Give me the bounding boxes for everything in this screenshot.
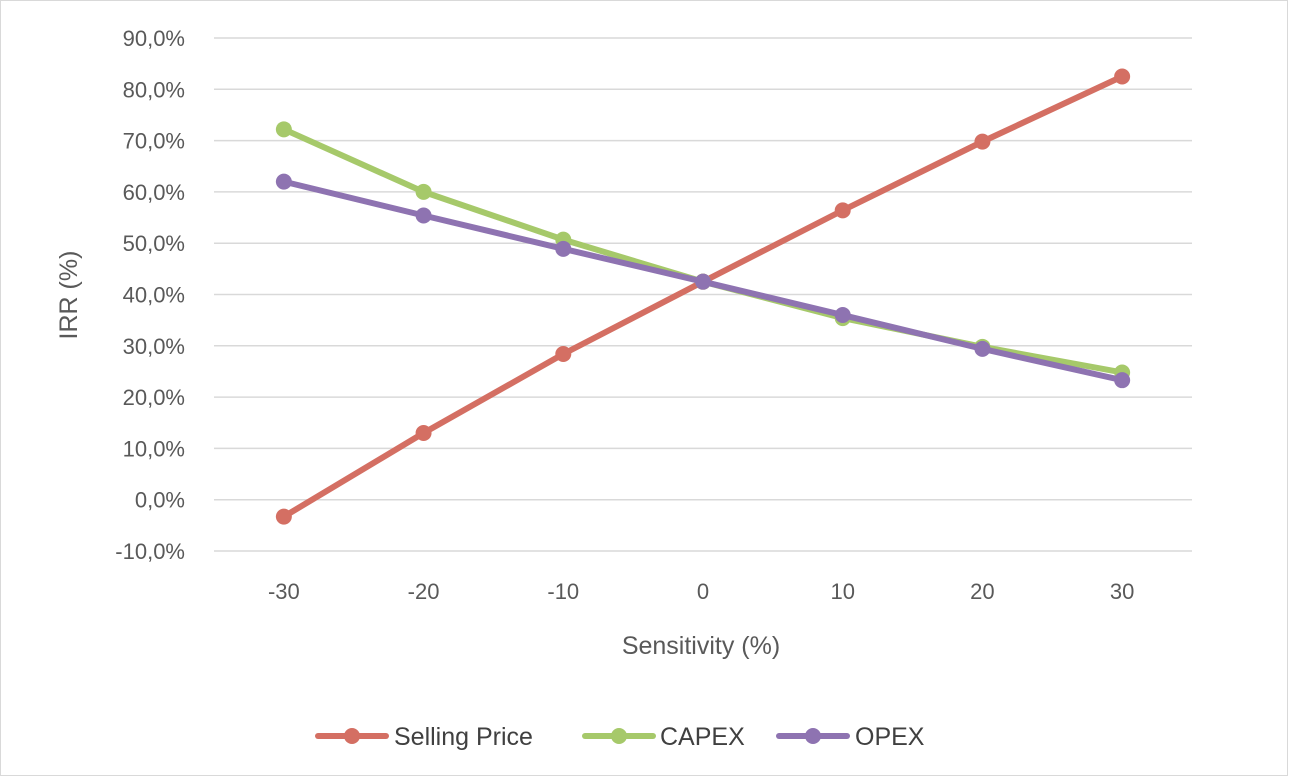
legend-label: Selling Price (394, 723, 533, 751)
y-axis-title: IRR (%) (55, 251, 83, 340)
data-point (415, 425, 432, 442)
y-tick-label: 70,0% (123, 129, 185, 154)
data-point (275, 121, 292, 138)
y-tick-label: 10,0% (123, 436, 185, 461)
x-axis-tick-labels: -30 -20 -10 0 10 20 30 (268, 579, 1134, 604)
data-point (834, 307, 851, 324)
y-axis-tick-labels: -10,0% 0,0% 10,0% 20,0% 30,0% 40,0% 50,0% 60,0%… (115, 26, 185, 564)
data-point (834, 202, 851, 219)
x-tick-label: 30 (1110, 579, 1134, 604)
data-point (1114, 68, 1131, 85)
legend-item: OPEX (776, 723, 925, 751)
x-tick-label: 20 (970, 579, 994, 604)
y-tick-label: 50,0% (123, 231, 185, 256)
y-tick-label: 80,0% (123, 77, 185, 102)
legend-item: Selling Price (315, 723, 533, 751)
x-tick-label: 10 (830, 579, 854, 604)
data-point (275, 508, 292, 525)
x-tick-label: 0 (697, 579, 709, 604)
y-tick-label: 20,0% (123, 385, 185, 410)
data-point (275, 173, 292, 190)
data-point (415, 183, 432, 200)
legend-swatch-marker (805, 728, 821, 744)
legend-item: CAPEX (582, 723, 745, 751)
y-tick-label: 0,0% (135, 488, 185, 513)
x-axis-title: Sensitivity (%) (622, 632, 780, 660)
y-tick-label: 30,0% (123, 334, 185, 359)
series-capex (275, 121, 1131, 381)
legend-label: CAPEX (660, 723, 745, 751)
data-point (695, 273, 711, 290)
data-point (555, 240, 572, 257)
data-point (415, 207, 432, 224)
x-tick-label: -10 (547, 579, 579, 604)
series-lines (275, 68, 1131, 525)
data-point (974, 133, 991, 150)
y-tick-label: 40,0% (123, 283, 185, 308)
data-point (974, 340, 991, 357)
series-line (280, 73, 1126, 520)
legend-label: OPEX (855, 723, 925, 751)
y-tick-label: 60,0% (123, 180, 185, 205)
series-opex (275, 173, 1131, 389)
y-tick-label: -10,0% (115, 539, 185, 564)
gridlines (214, 37, 1192, 552)
series-selling-price (275, 68, 1131, 525)
series-line (280, 126, 1126, 376)
x-tick-label: -20 (408, 579, 440, 604)
legend: Selling Price CAPEX OPEX (315, 723, 925, 751)
data-point (555, 346, 572, 363)
legend-swatch-marker (344, 728, 360, 744)
y-tick-label: 90,0% (123, 26, 185, 51)
data-point (1114, 372, 1131, 389)
x-tick-label: -30 (268, 579, 300, 604)
legend-swatch-marker (611, 728, 627, 744)
